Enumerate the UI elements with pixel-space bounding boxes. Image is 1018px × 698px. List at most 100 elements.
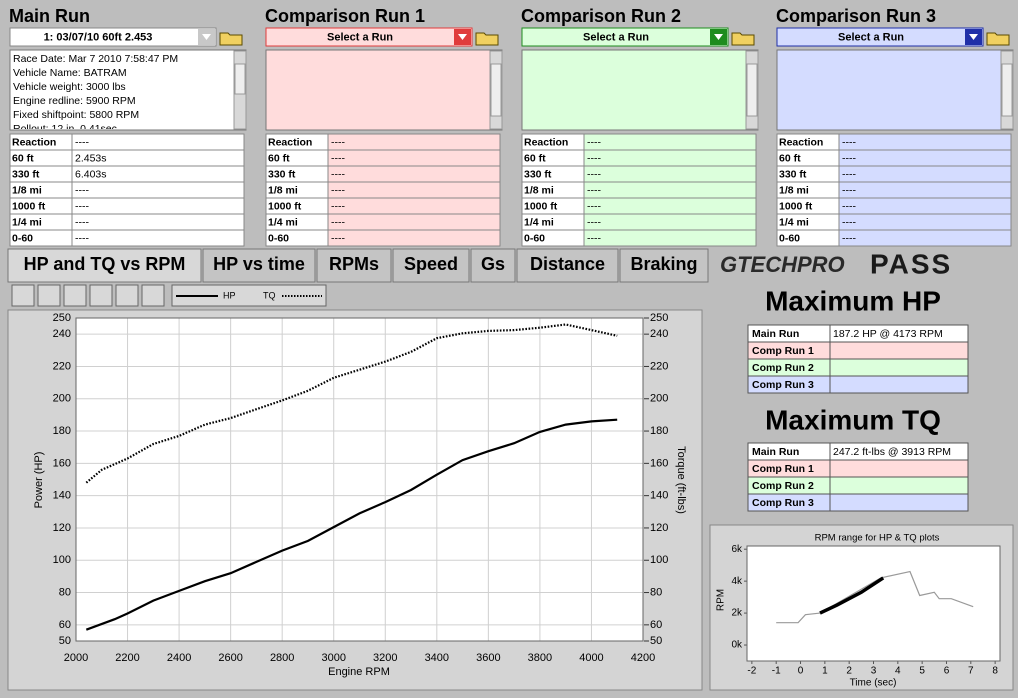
max-value-cell	[829, 375, 969, 394]
scrollbar-thumb[interactable]	[746, 63, 758, 117]
split-value: 6.403s	[75, 168, 107, 180]
max-row-value: 247.2 ft-lbs @ 3913 RPM	[833, 446, 951, 458]
split-value: ----	[75, 136, 89, 148]
split-value: ----	[842, 200, 856, 212]
tab[interactable]	[202, 248, 316, 283]
tab[interactable]	[392, 248, 470, 283]
run-selector[interactable]	[776, 27, 984, 47]
tab[interactable]	[7, 248, 202, 283]
tab-label[interactable]: Gs	[481, 254, 505, 274]
y-tick-label: 6k	[731, 544, 743, 555]
tab-label[interactable]: Distance	[530, 254, 605, 274]
toolbar-button[interactable]	[89, 284, 113, 307]
scrollbar-thumb[interactable]	[490, 63, 502, 117]
split-value-cell	[327, 165, 501, 183]
x-tick-label: 2200	[115, 652, 139, 664]
tab-label[interactable]: Braking	[630, 254, 697, 274]
run-selector[interactable]	[265, 27, 473, 47]
split-value: ----	[587, 168, 601, 180]
split-value: ----	[75, 200, 89, 212]
x-tick-label: 4000	[579, 652, 603, 664]
split-label: Reaction	[12, 136, 56, 148]
run-selector-text[interactable]: Select a Run	[583, 31, 649, 43]
run-info: Race Date: Mar 7 2010 7:58:47 PM Vehicle …	[13, 53, 178, 129]
folder-icon[interactable]	[731, 32, 755, 46]
tab[interactable]	[470, 248, 516, 283]
max-row-label: Comp Run 3	[752, 379, 814, 391]
split-label: 330 ft	[779, 168, 807, 180]
y-tick-label: 220	[53, 360, 71, 372]
split-value-cell	[71, 213, 245, 231]
x-tick-label: 5	[919, 666, 925, 677]
split-label: 1/4 mi	[268, 216, 298, 228]
split-value: ----	[331, 168, 345, 180]
x-tick-label: 2000	[64, 652, 88, 664]
y-tick-label: 50	[59, 635, 71, 647]
split-value-cell	[838, 133, 1012, 151]
run-selector[interactable]	[521, 27, 729, 47]
y-tick-label: 200	[53, 393, 71, 405]
split-value: ----	[331, 200, 345, 212]
y-axis-label: Power (HP)	[33, 452, 45, 509]
y2-tick-label: 60	[650, 619, 662, 631]
run-info-box	[521, 49, 759, 131]
split-label: 330 ft	[524, 168, 552, 180]
split-label: Reaction	[779, 136, 823, 148]
tab[interactable]	[516, 248, 619, 283]
scrollbar-thumb[interactable]	[234, 63, 246, 95]
tab[interactable]	[619, 248, 709, 283]
split-label: 1/4 mi	[12, 216, 42, 228]
logo-brand: GTECHPRO	[720, 252, 845, 277]
folder-icon[interactable]	[475, 32, 499, 46]
split-value: ----	[842, 184, 856, 196]
rpm-x-label: Time (sec)	[850, 678, 897, 689]
tab-label[interactable]: RPMs	[329, 254, 379, 274]
y2-tick-label: 240	[650, 328, 668, 340]
tab-label[interactable]: HP vs time	[213, 254, 305, 274]
folder-icon[interactable]	[986, 32, 1010, 46]
run-title: Comparison Run 3	[776, 6, 936, 26]
split-value-cell	[71, 133, 245, 151]
split-value-cell	[327, 229, 501, 247]
tab[interactable]	[316, 248, 392, 283]
y2-tick-label: 250	[650, 312, 668, 324]
tab-label[interactable]: HP and TQ vs RPM	[24, 254, 186, 274]
split-label: 1/4 mi	[779, 216, 809, 228]
run-selector[interactable]	[9, 27, 217, 47]
x-tick-label: -2	[747, 666, 756, 677]
split-label: Reaction	[524, 136, 568, 148]
logo-product: PASS	[870, 248, 952, 279]
y-tick-label: 140	[53, 490, 71, 502]
legend-label: TQ	[263, 290, 276, 300]
toolbar-button[interactable]	[37, 284, 61, 307]
max-row-label: Comp Run 1	[752, 463, 814, 475]
toolbar-button[interactable]	[141, 284, 165, 307]
folder-icon[interactable]	[219, 32, 243, 46]
toolbar-button[interactable]	[115, 284, 139, 307]
scrollbar-thumb[interactable]	[1001, 63, 1013, 117]
plot-frame	[75, 317, 644, 642]
toolbar-button[interactable]	[11, 284, 35, 307]
max-value-cell	[829, 341, 969, 360]
y-tick-label: 240	[53, 328, 71, 340]
split-value-cell	[838, 181, 1012, 199]
max-row-value: 187.2 HP @ 4173 RPM	[833, 328, 943, 340]
toolbar-button[interactable]	[63, 284, 87, 307]
run-selector-text[interactable]: Select a Run	[327, 31, 393, 43]
split-value: ----	[842, 152, 856, 164]
run-selector-text[interactable]: 1: 03/07/10 60ft 2.453	[44, 31, 153, 43]
y-tick-label: 180	[53, 425, 71, 437]
run-selector-text[interactable]: Select a Run	[838, 31, 904, 43]
split-value-cell	[583, 213, 757, 231]
series-line	[776, 570, 974, 624]
split-value-cell	[583, 181, 757, 199]
split-value: ----	[842, 232, 856, 244]
max-title: Maximum TQ	[765, 404, 941, 435]
split-label: 1000 ft	[524, 200, 558, 212]
split-value: 2.453s	[75, 152, 107, 164]
split-value: ----	[75, 232, 89, 244]
split-label: 60 ft	[779, 152, 801, 164]
y2-axis-label: Torque (ft-lbs)	[675, 446, 687, 514]
x-tick-label: 0	[798, 666, 804, 677]
tab-label[interactable]: Speed	[404, 254, 458, 274]
